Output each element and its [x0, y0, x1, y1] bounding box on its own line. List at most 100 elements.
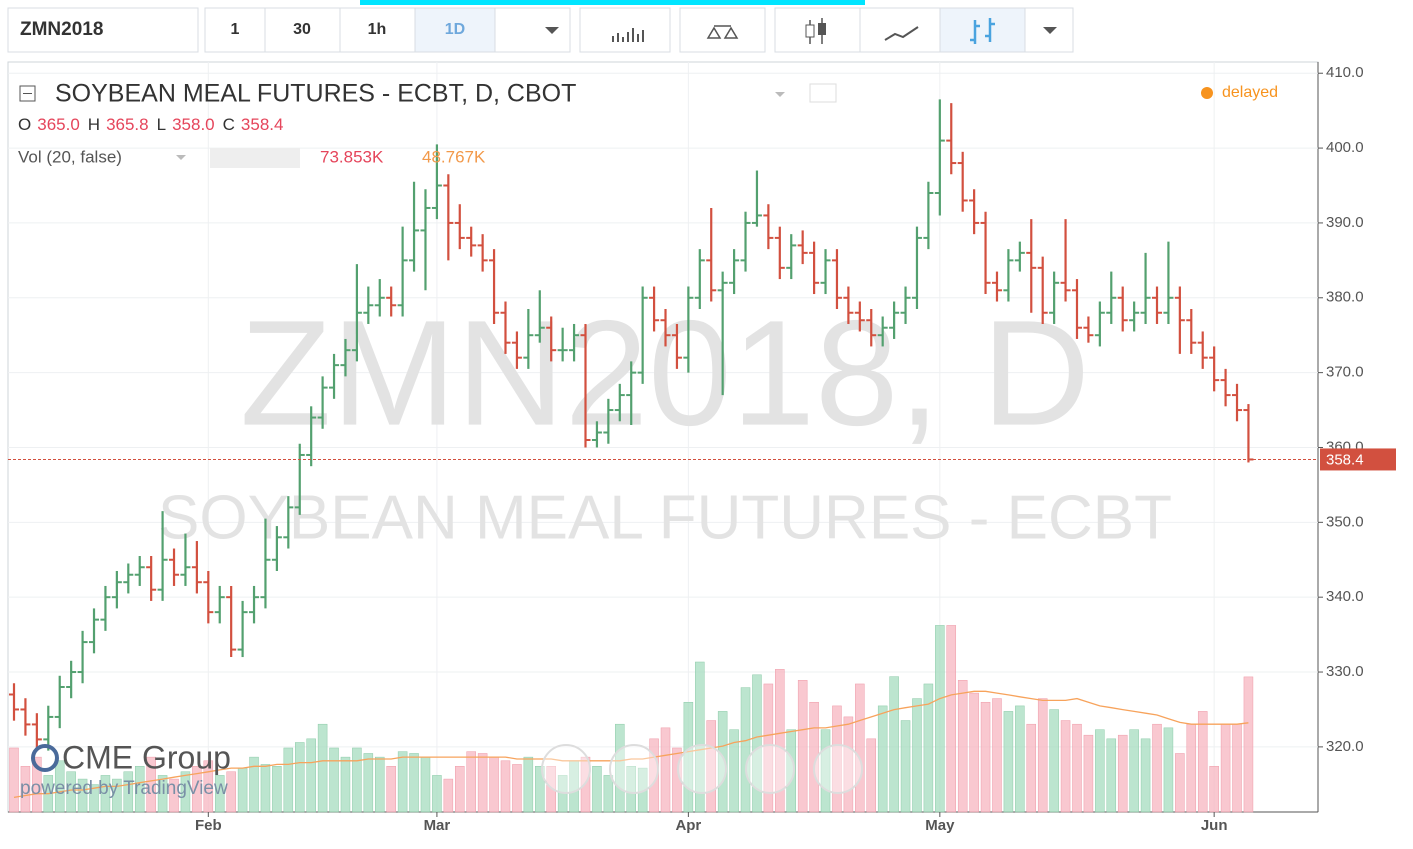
symbol-box[interactable] — [7, 7, 199, 53]
zoom-in[interactable] — [745, 744, 795, 794]
volume-bar — [1175, 753, 1185, 813]
interval-button[interactable] — [264, 7, 341, 53]
bars-icon — [970, 18, 995, 44]
line-icon — [884, 26, 919, 41]
indicators-icon — [612, 28, 644, 42]
legend-value: 365.8 — [106, 115, 149, 134]
volume-average-line — [13, 690, 1249, 799]
interval-button[interactable] — [339, 7, 416, 53]
line-button[interactable] — [859, 7, 941, 53]
legend-value: 358.0 — [172, 115, 215, 134]
volume-bar — [466, 751, 476, 813]
legend-key: O — [18, 115, 31, 134]
volume-bar — [89, 784, 99, 813]
x-tick-label: Apr — [675, 817, 701, 834]
toolbar: ZMN2018 1 30 1h 1D — [7, 7, 1074, 53]
more-button[interactable] — [494, 7, 571, 53]
volume-bar — [317, 723, 328, 813]
volume-bar — [775, 669, 785, 813]
volume-bar — [214, 775, 225, 813]
volume-bar — [1049, 709, 1059, 813]
volume-bar — [54, 760, 65, 813]
volume-bar — [20, 766, 31, 813]
ohlc-legend: O 365.0 H 365.8 L 358.0 C 358.4 — [18, 115, 283, 134]
volume-bar — [180, 771, 191, 813]
volume-bar — [169, 778, 179, 813]
volume-bar — [1095, 729, 1105, 813]
volume-bar — [1083, 734, 1094, 813]
y-tick-label: 390.0 — [1326, 214, 1364, 231]
volume-bar — [740, 687, 751, 813]
eye-icon[interactable] — [809, 83, 837, 103]
volume-bar — [706, 720, 716, 813]
legend-value: 365.0 — [37, 115, 80, 134]
axes: 320.0330.0340.0350.0360.0370.0380.0390.0… — [195, 64, 1396, 834]
volume-bar — [935, 625, 945, 813]
volume-bar — [1037, 698, 1048, 813]
compare-button[interactable] — [679, 7, 766, 53]
interval-label: 1D — [445, 21, 465, 38]
volume-bar — [1209, 766, 1219, 813]
volume-bar — [649, 738, 659, 813]
compare-icon — [706, 25, 739, 39]
indicators-button[interactable] — [579, 7, 671, 53]
scroll-right[interactable] — [813, 744, 863, 794]
interval-label: 1h — [368, 21, 387, 38]
volume-bar — [100, 775, 111, 813]
volume-bar — [969, 692, 979, 813]
dropdown-icon — [176, 155, 186, 160]
volume-bar — [1163, 727, 1174, 813]
status: delayed — [1222, 84, 1278, 101]
volume-bar — [32, 756, 42, 813]
volume-bar — [1129, 729, 1139, 813]
y-tick-label: 330.0 — [1326, 663, 1364, 680]
volume-bar — [77, 778, 88, 813]
candles-button[interactable] — [774, 7, 861, 53]
volume-legend-label: Vol (20, false) — [18, 147, 122, 166]
reset[interactable] — [677, 744, 727, 794]
volume-bar — [409, 753, 419, 813]
legend-key: L — [157, 115, 166, 134]
volume-bar — [592, 766, 602, 813]
volume-value: 73.853K — [320, 147, 384, 166]
top-strip — [360, 0, 865, 5]
volume-bar — [912, 698, 922, 813]
watermark: SOYBEAN MEAL FUTURES - ECBT — [158, 483, 1172, 552]
brand: CME Group — [62, 739, 231, 775]
volume-bar — [1106, 738, 1117, 813]
volume-bar — [729, 729, 739, 813]
volume-bar — [626, 766, 636, 813]
volume-bar — [695, 661, 705, 813]
volume-bar — [877, 705, 888, 813]
volume-bar — [157, 775, 168, 813]
y-tick-label: 380.0 — [1326, 289, 1364, 306]
volume-bar — [443, 778, 454, 813]
volume-bar — [535, 766, 545, 813]
volume-bar — [1003, 711, 1014, 813]
volume-bar — [420, 756, 431, 813]
volume-bar — [832, 705, 842, 813]
y-tick-label: 340.0 — [1326, 588, 1364, 605]
volume-bar — [134, 766, 145, 813]
zoom-out[interactable] — [609, 744, 659, 794]
status-dot — [1201, 87, 1213, 99]
dropdown-icon — [775, 92, 785, 97]
volume-bar — [946, 625, 957, 813]
volume-bar — [123, 771, 134, 813]
volume-bar — [455, 766, 465, 813]
interval-button[interactable] — [414, 7, 496, 53]
volume-bar — [477, 753, 488, 813]
volume-bar — [226, 771, 236, 813]
volume-controls[interactable] — [210, 148, 300, 168]
collapse-icon[interactable] — [19, 85, 36, 102]
volume-bar — [1197, 711, 1208, 813]
last-price-tag — [1320, 448, 1396, 471]
scroll-left[interactable] — [541, 744, 591, 794]
interval-button[interactable] — [204, 7, 266, 53]
bars-button[interactable] — [939, 7, 1026, 53]
volume-bar — [272, 766, 282, 813]
volume-bar — [660, 727, 671, 813]
y-tick-label: 370.0 — [1326, 364, 1364, 381]
legend-key: H — [88, 115, 100, 134]
